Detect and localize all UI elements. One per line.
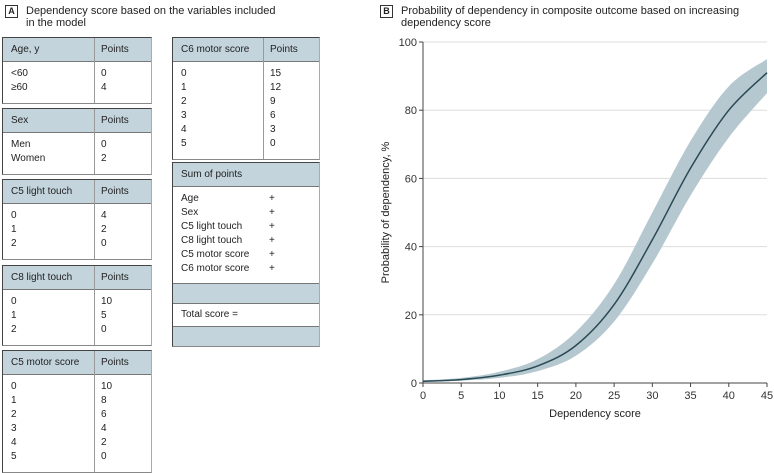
x-tick-label: 30 xyxy=(646,390,658,402)
x-tick-label: 10 xyxy=(493,390,505,402)
x-tick-label: 20 xyxy=(570,390,582,402)
y-tick-label: 40 xyxy=(405,242,417,254)
x-tick-label: 40 xyxy=(723,390,735,402)
confidence-band xyxy=(423,59,767,382)
y-tick-label: 100 xyxy=(399,37,417,49)
x-tick-label: 15 xyxy=(532,390,544,402)
x-tick-label: 25 xyxy=(608,390,620,402)
y-tick-label: 0 xyxy=(411,378,417,390)
x-axis-label: Dependency score xyxy=(549,408,641,420)
y-tick-label: 80 xyxy=(405,105,417,117)
x-tick-label: 5 xyxy=(458,390,464,402)
x-tick-label: 0 xyxy=(420,390,426,402)
y-tick-label: 20 xyxy=(405,310,417,322)
x-tick-label: 35 xyxy=(684,390,696,402)
y-axis-label: Probability of dependency, % xyxy=(380,141,392,283)
x-tick-label: 45 xyxy=(761,390,773,402)
y-tick-label: 60 xyxy=(405,173,417,185)
